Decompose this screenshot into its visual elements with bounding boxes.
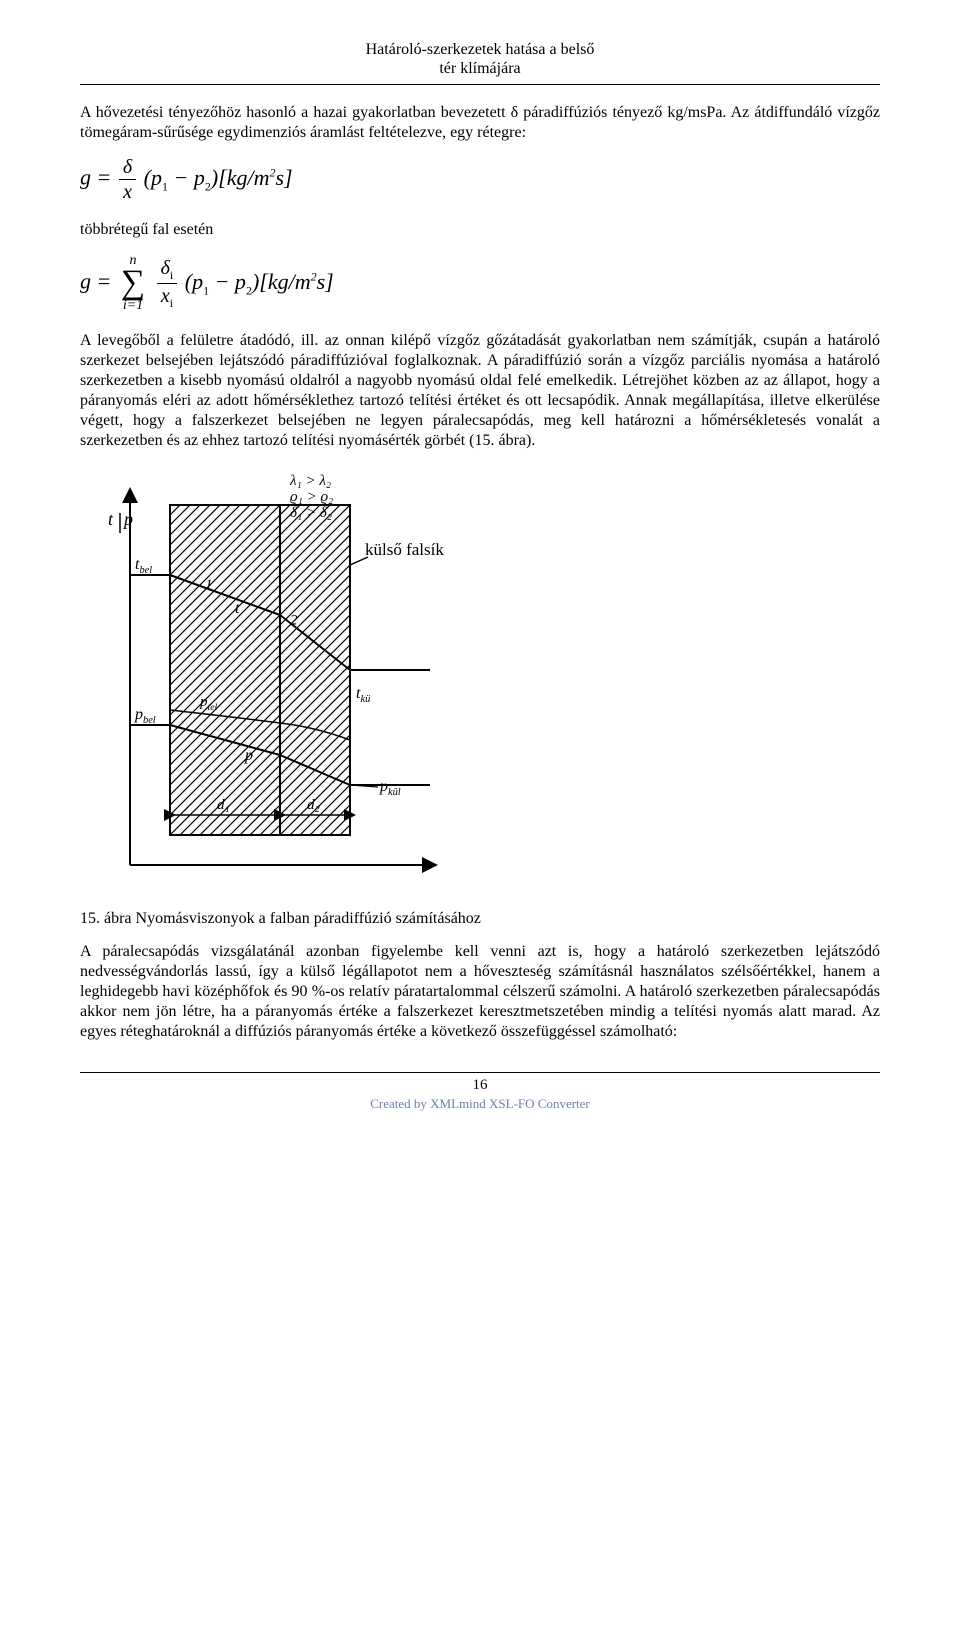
svg-text:2: 2 [290, 612, 298, 628]
footer-credit: Created by XMLmind XSL-FO Converter [80, 1096, 880, 1112]
svg-text:pkül: pkül [379, 778, 401, 798]
paragraph-3: A levegőből a felületre átadódó, ill. az… [80, 331, 880, 451]
formula-1: g = δ x (p1 − p2)[kg/m2s] [80, 157, 880, 202]
svg-text:d₁: d₁ [217, 797, 230, 813]
footer-rule [80, 1072, 880, 1073]
header-line-2: tér klímájára [80, 59, 880, 78]
formula-2: g = n ∑ i=1 δi xi (p1 − p2)[kg/m2s] [80, 254, 880, 313]
svg-text:t: t [235, 600, 240, 617]
figure-15-svg: tpλ₁ > λ₂ϱ₁ > ϱ₂δ₁ > δ₂külső falsíktbel1… [80, 465, 460, 885]
f2-frac: δi xi [157, 258, 178, 309]
svg-text:külső falsík: külső falsík [365, 540, 444, 559]
svg-text:p: p [244, 747, 253, 764]
f2-lhs: g [80, 269, 91, 294]
f1-num: δ [119, 157, 136, 180]
svg-text:p: p [122, 509, 133, 529]
svg-text:ϱ₁ > ϱ₂: ϱ₁ > ϱ₂ [290, 489, 333, 505]
svg-text:1: 1 [205, 577, 213, 593]
paragraph-2: többrétegű fal esetén [80, 220, 880, 240]
svg-text:tkü: tkü [356, 685, 370, 705]
svg-text:d₂: d₂ [307, 797, 320, 813]
svg-text:tbel: tbel [135, 556, 152, 576]
f1-frac: δ x [119, 157, 136, 202]
svg-text:t: t [108, 509, 114, 529]
f1-lhs: g [80, 165, 91, 190]
page-number: 16 [80, 1077, 880, 1094]
paragraph-1: A hővezetési tényezőhöz hasonló a hazai … [80, 103, 880, 143]
f1-den: x [119, 180, 136, 202]
f2-sum: n ∑ i=1 [121, 254, 145, 313]
figure-caption: 15. ábra Nyomásviszonyok a falban páradi… [80, 910, 880, 928]
paragraph-4: A páralecsapódás vizsgálatánál azonban f… [80, 942, 880, 1042]
page-footer: 16 Created by XMLmind XSL-FO Converter [80, 1077, 880, 1112]
header-line-1: Határoló-szerkezetek hatása a belső [80, 40, 880, 59]
svg-text:λ₁ > λ₂: λ₁ > λ₂ [289, 473, 331, 489]
figure-15: tpλ₁ > λ₂ϱ₁ > ϱ₂δ₁ > δ₂külső falsíktbel1… [80, 465, 880, 890]
svg-text:pbel: pbel [134, 706, 156, 726]
svg-text:δ₁ > δ₂: δ₁ > δ₂ [290, 505, 332, 521]
header-rule [80, 84, 880, 85]
page-header: Határoló-szerkezetek hatása a belső tér … [80, 40, 880, 82]
